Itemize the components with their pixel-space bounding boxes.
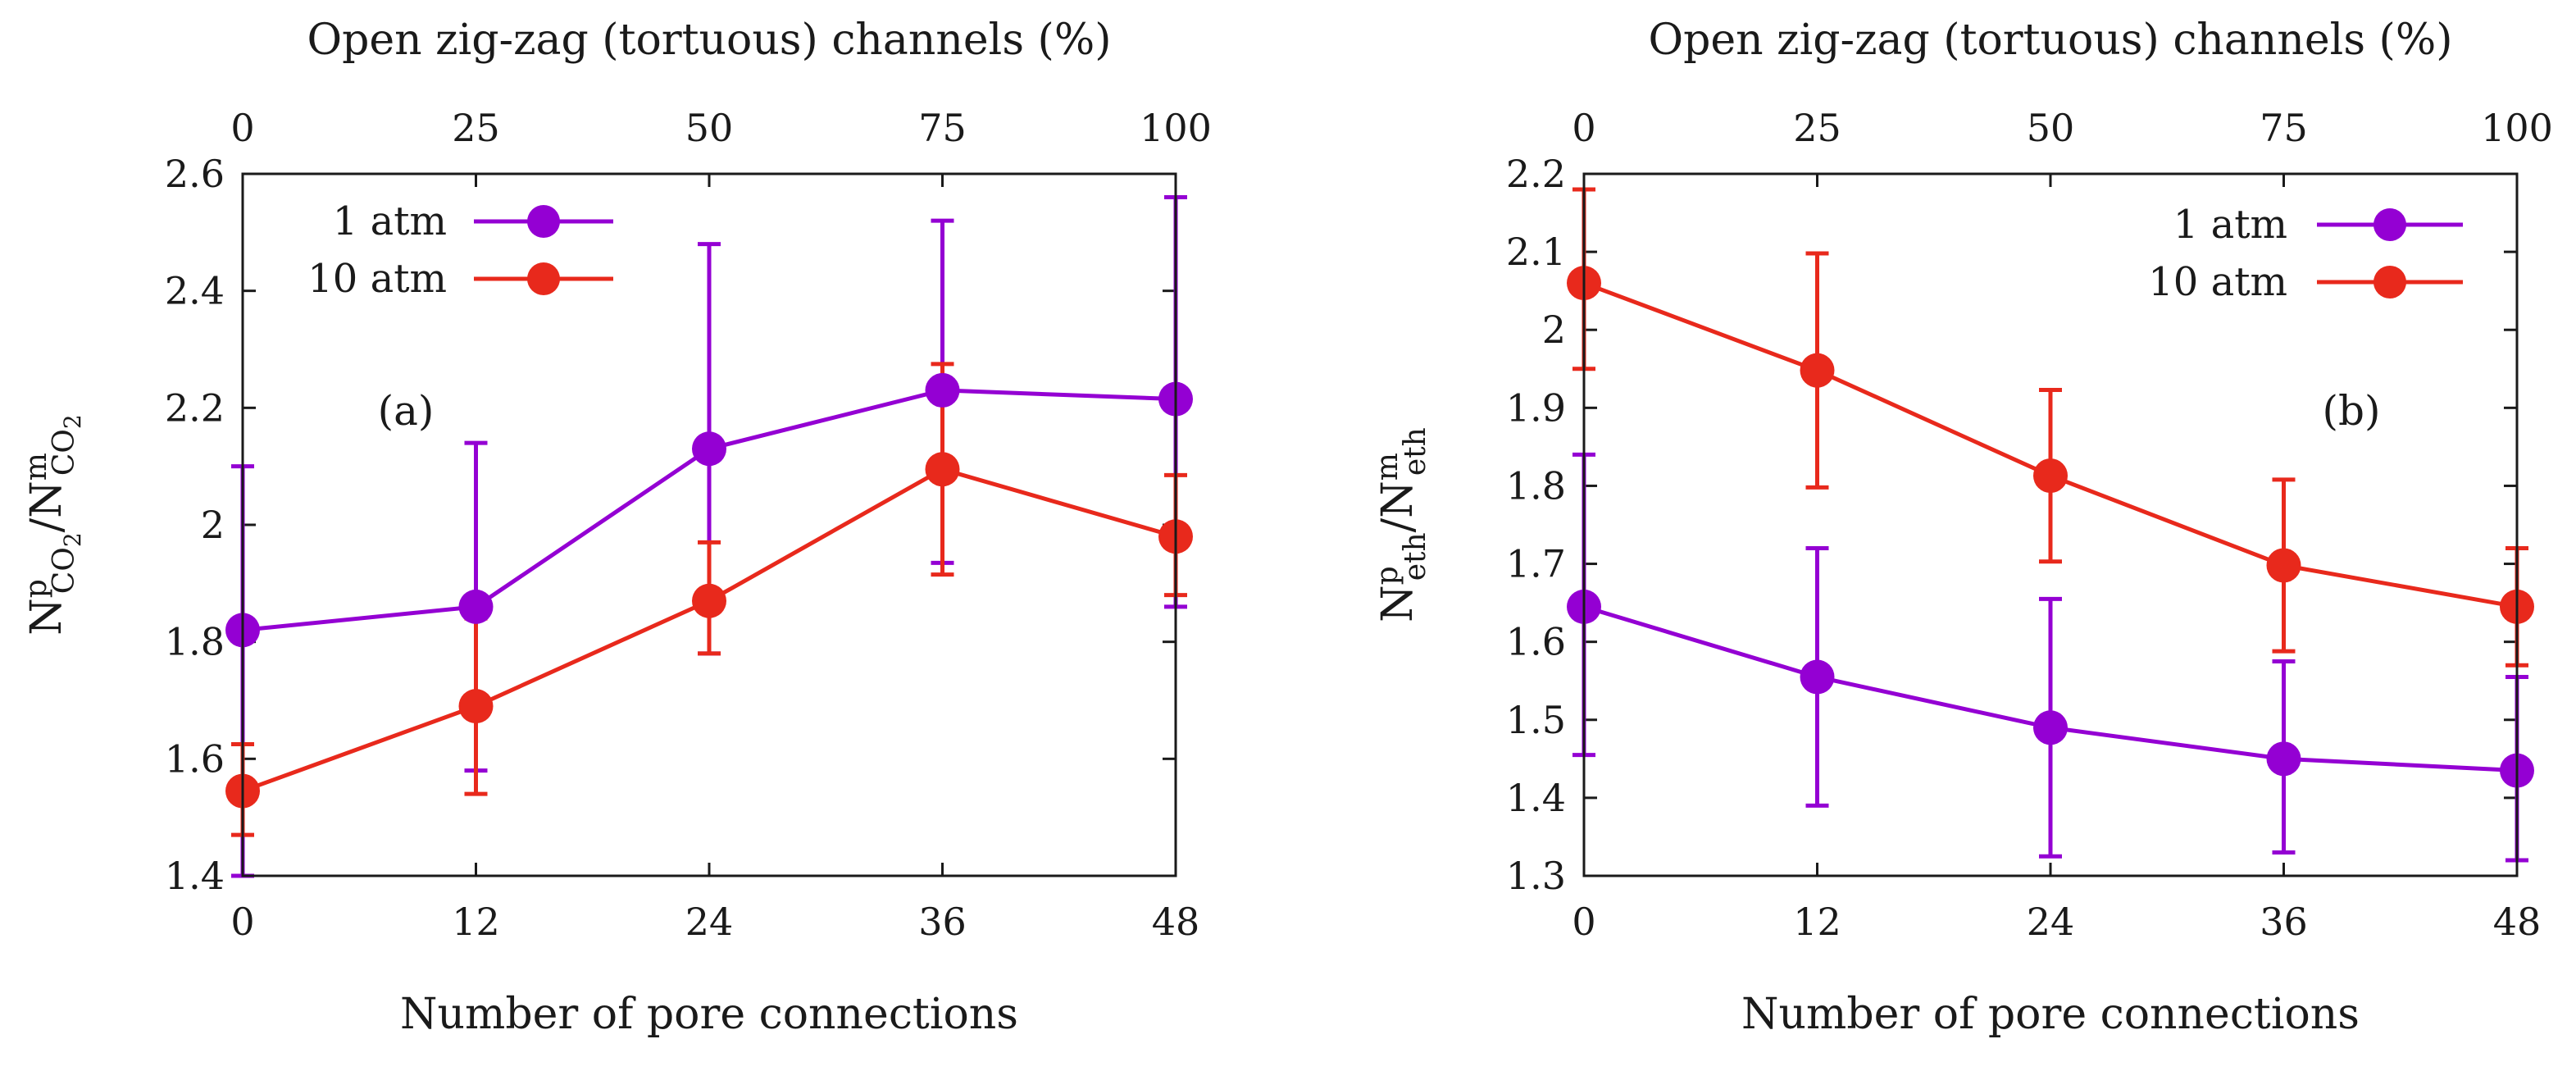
chart-a: 0 12 24 36 48 0 25 50 75 100 1.4 1.6 1.8 2 2.2 2.4 2.6 O… [20,16,1212,1039]
chart-b-legend-marker-1atm [2373,208,2406,241]
chart-a-x2tick-label: 0 [230,106,254,150]
chart-b-x2tick-label: 75 [2260,106,2308,150]
chart-a-point-10atm [458,689,494,724]
chart-a-legend-label-1atm: 1 atm [333,198,447,244]
chart-b-xtick-label: 12 [1793,900,1841,944]
chart-a-legend-marker-1atm [527,205,560,238]
chart-a-legend-label-10atm: 10 atm [307,256,447,302]
chart-b-bottom-axis-label: Number of pore connections [1741,990,2360,1039]
chart-a-ytick-label: 2 [201,503,225,547]
chart-b-point-1atm [1800,659,1835,695]
chart-b-ytick-label: 1.5 [1506,698,1566,742]
chart-a-ytick-label: 1.8 [165,620,225,664]
chart-a-bottom-axis-label: Number of pore connections [400,990,1018,1039]
chart-a-legend: 1 atm 10 atm [307,198,613,302]
chart-b-legend-marker-10atm [2373,266,2406,299]
chart-b-point-1atm [2033,710,2068,745]
chart-b-ytick-label: 2 [1542,308,1566,352]
chart-b-top-axis-label: Open zig-zag (tortuous) channels (%) [1648,16,2452,65]
chart-b-xtick-label: 24 [2027,900,2075,944]
chart-b-plot-frame [1582,172,2519,877]
chart-a-xtick-label: 24 [685,900,734,944]
chart-b-legend-label-10atm: 10 atm [2148,259,2287,305]
chart-a-point-10atm [925,452,960,487]
chart-a-point-10atm [692,583,726,618]
chart-b-ytick-label: 1.4 [1506,776,1566,820]
chart-b-xtick-label: 48 [2493,900,2542,944]
chart-b-x2tick-label: 100 [2481,106,2553,150]
chart-b-ytick-label: 2.2 [1506,152,1566,196]
chart-b-xtick-label: 0 [1572,900,1595,944]
chart-b-ytick-label: 1.7 [1506,542,1566,586]
chart-a-x2tick-label: 100 [1140,106,1212,150]
chart-a-ytick-label: 2.2 [165,385,225,430]
chart-a-panel-label: (a) [378,387,435,435]
chart-a-ytick-label: 1.4 [165,854,225,898]
chart-a-gridless-ticks: 0 12 24 36 48 0 25 50 75 100 1.4 1.6 1.8 2 2.2 2.4 2.6 [165,106,1212,944]
chart-b-x2tick-label: 0 [1572,106,1595,150]
chart-b-ytick-label: 1.8 [1506,463,1566,508]
chart-b-point-1atm [2266,741,2301,777]
chart-a-xtick-label: 48 [1152,900,1200,944]
chart-a-y-axis-label: NpCO2/NmCO2 [20,414,86,636]
chart-a-point-1atm [925,372,960,408]
chart-a-point-1atm [692,431,726,467]
chart-a-x2tick-label: 25 [452,106,500,150]
chart-b-y-axis-label: Npeth/Nmeth [1371,427,1432,622]
chart-b-ytick-label: 1.9 [1506,385,1566,430]
chart-a-point-1atm [458,589,494,624]
chart-a-legend-marker-10atm [527,262,560,295]
chart-b-x2tick-label: 50 [2027,106,2075,150]
chart-a-top-axis-label: Open zig-zag (tortuous) channels (%) [307,16,1111,65]
chart-b-ytick-label: 1.3 [1506,854,1566,898]
chart-a-x2tick-label: 50 [685,106,734,150]
chart-b-ytick-label: 2.1 [1506,230,1566,274]
chart-b-legend-label-1atm: 1 atm [2173,202,2287,248]
chart-b-point-10atm [1800,353,1835,388]
chart-b-ytick-label: 1.6 [1506,620,1566,664]
chart-b-x2tick-label: 25 [1793,106,1841,150]
chart-b: 0 12 24 36 48 0 25 50 75 100 1.3 1.4 1.5 1.6 1.7 1.8 1.9… [1371,16,2553,1039]
chart-a-xtick-label: 36 [918,900,967,944]
chart-a-ytick-label: 1.6 [165,736,225,781]
chart-a-x2tick-label: 75 [918,106,967,150]
chart-a-xtick-label: 12 [452,900,500,944]
chart-b-point-10atm [2266,548,2301,583]
chart-b-panel-label: (b) [2322,387,2380,435]
chart-a-xtick-label: 0 [230,900,254,944]
chart-a-ytick-label: 2.4 [165,269,225,313]
chart-a-ytick-label: 2.6 [165,152,225,196]
chart-b-gridless-ticks: 0 12 24 36 48 0 25 50 75 100 1.3 1.4 1.5 1.6 1.7 1.8 1.9… [1506,106,2553,944]
chart-b-point-10atm [2033,458,2068,494]
chart-a-plot-frame [241,172,1177,877]
chart-b-legend: 1 atm 10 atm [2148,202,2463,305]
chart-b-xtick-label: 36 [2260,900,2308,944]
